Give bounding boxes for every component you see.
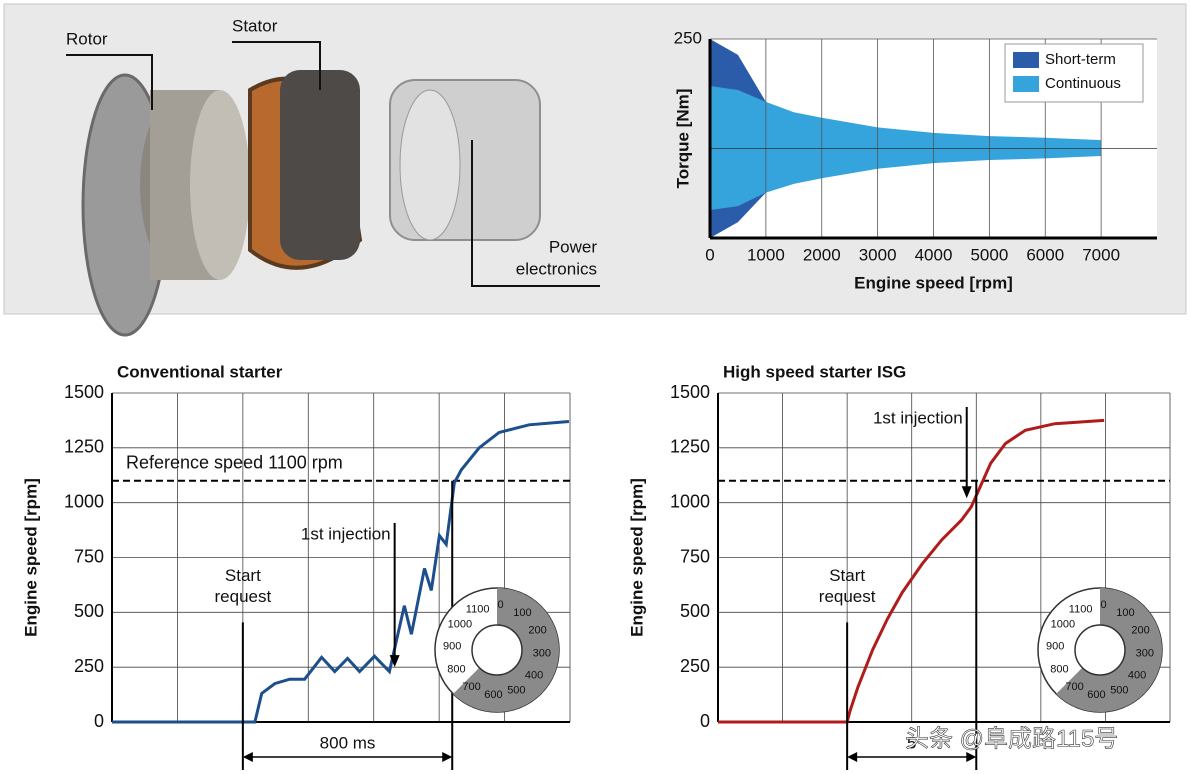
- arrow-head: [847, 752, 858, 762]
- stator-core: [280, 70, 360, 260]
- dial-label: 200: [1131, 625, 1149, 637]
- chart-title: Conventional starter: [117, 362, 283, 381]
- x-tick-label: 7000: [1082, 245, 1120, 264]
- dial-label: 300: [533, 647, 551, 659]
- y-tick-label: 1250: [64, 437, 104, 457]
- x-tick-label: 6000: [1026, 245, 1064, 264]
- dial-label: 100: [1116, 607, 1134, 619]
- x-axis-title: Engine speed [rpm]: [854, 273, 1013, 292]
- watermark: 头条 @阜成路115号: [905, 725, 1118, 752]
- x-tick-label: 4000: [915, 245, 953, 264]
- legend-label: Continuous: [1045, 75, 1121, 92]
- injection-label: 1st injection: [301, 524, 391, 543]
- y-tick-label: 0: [94, 711, 104, 731]
- dial-label: 700: [462, 681, 480, 693]
- y-tick-label: 1250: [670, 437, 710, 457]
- dial-label: 1000: [448, 618, 472, 630]
- x-tick-label: 2000: [803, 245, 841, 264]
- y-tick-label: 500: [74, 601, 104, 621]
- injection-label: 1st injection: [873, 408, 963, 427]
- dial-label: 1000: [1051, 618, 1075, 630]
- power-electronics-leader: [471, 140, 600, 287]
- y-tick-label: 1000: [64, 491, 104, 511]
- y-tick-label: 500: [680, 601, 710, 621]
- dial-label: 400: [525, 669, 543, 681]
- y-axis-title: Torque [Nm]: [673, 89, 692, 189]
- torque-band: [710, 85, 1102, 211]
- arrow-head: [966, 752, 977, 762]
- arrow-head: [442, 752, 453, 762]
- dial-label: 900: [1046, 640, 1064, 652]
- x-tick-label: 0: [705, 245, 714, 264]
- dial-label: 400: [1128, 669, 1146, 681]
- y-tick-label: 1000: [670, 491, 710, 511]
- stator-label: Stator: [232, 16, 278, 35]
- y-tick-label: 750: [680, 546, 710, 566]
- y-axis-title: Engine speed [rpm]: [627, 478, 646, 637]
- dial-hole: [1074, 624, 1126, 676]
- x-tick-label: 5000: [970, 245, 1008, 264]
- x-tick-label: 1000: [747, 245, 785, 264]
- dial-label: 500: [507, 685, 525, 697]
- y-tick-label: 750: [74, 546, 104, 566]
- reference-label: Reference speed 1100 rpm: [126, 452, 343, 472]
- span-label: 800 ms: [320, 733, 376, 752]
- rotor-leader: [66, 54, 153, 110]
- dial-label: 0: [1100, 599, 1106, 611]
- power-electronics-label: electronics: [516, 259, 597, 278]
- y-tick-label: 0: [700, 711, 710, 731]
- rotor-face: [190, 90, 250, 280]
- dial-label: 600: [1087, 689, 1105, 701]
- motor-illustration: Rotor Stator Power electronics: [66, 16, 600, 337]
- speed-line: [718, 418, 1105, 724]
- arrow-head: [961, 486, 972, 499]
- y-tick-label: 1500: [670, 382, 710, 402]
- start-request-label: request: [215, 587, 272, 606]
- span-label: 5: [907, 733, 916, 752]
- dial-label: 100: [513, 607, 531, 619]
- stator-leader: [232, 41, 321, 90]
- speed-line: [112, 420, 570, 724]
- y-tick-label: 250: [74, 656, 104, 676]
- legend-swatch: [1013, 52, 1039, 68]
- dial-label: 300: [1136, 647, 1154, 659]
- dial-label: 0: [497, 599, 503, 611]
- dial-hole: [471, 624, 523, 676]
- arrow-head: [242, 752, 253, 762]
- start-request-label: request: [819, 587, 876, 606]
- y-tick-label: 250: [674, 28, 702, 47]
- power-electronics-label: Power: [549, 237, 598, 256]
- legend-label: Short-term: [1045, 51, 1116, 68]
- y-tick-label: 250: [680, 656, 710, 676]
- dial-label: 1100: [1069, 603, 1093, 615]
- chart-title: High speed starter ISG: [723, 362, 906, 381]
- start-request-label: Start: [225, 566, 261, 585]
- x-tick-label: 3000: [859, 245, 897, 264]
- dial-label: 800: [1050, 663, 1068, 675]
- y-tick-label: 1500: [64, 382, 104, 402]
- dial-label: 700: [1065, 681, 1083, 693]
- housing-face: [399, 89, 461, 241]
- dial-label: 600: [484, 689, 502, 701]
- dial-label: 200: [528, 625, 546, 637]
- start-request-label: Start: [829, 566, 865, 585]
- rotor-label: Rotor: [66, 29, 108, 48]
- dial-label: 1100: [466, 603, 490, 615]
- dial-label: 900: [443, 640, 461, 652]
- dial-label: 500: [1110, 685, 1128, 697]
- arrow-head: [389, 655, 400, 668]
- y-axis-title: Engine speed [rpm]: [21, 478, 40, 637]
- dial-label: 800: [447, 663, 465, 675]
- legend-swatch: [1013, 76, 1039, 92]
